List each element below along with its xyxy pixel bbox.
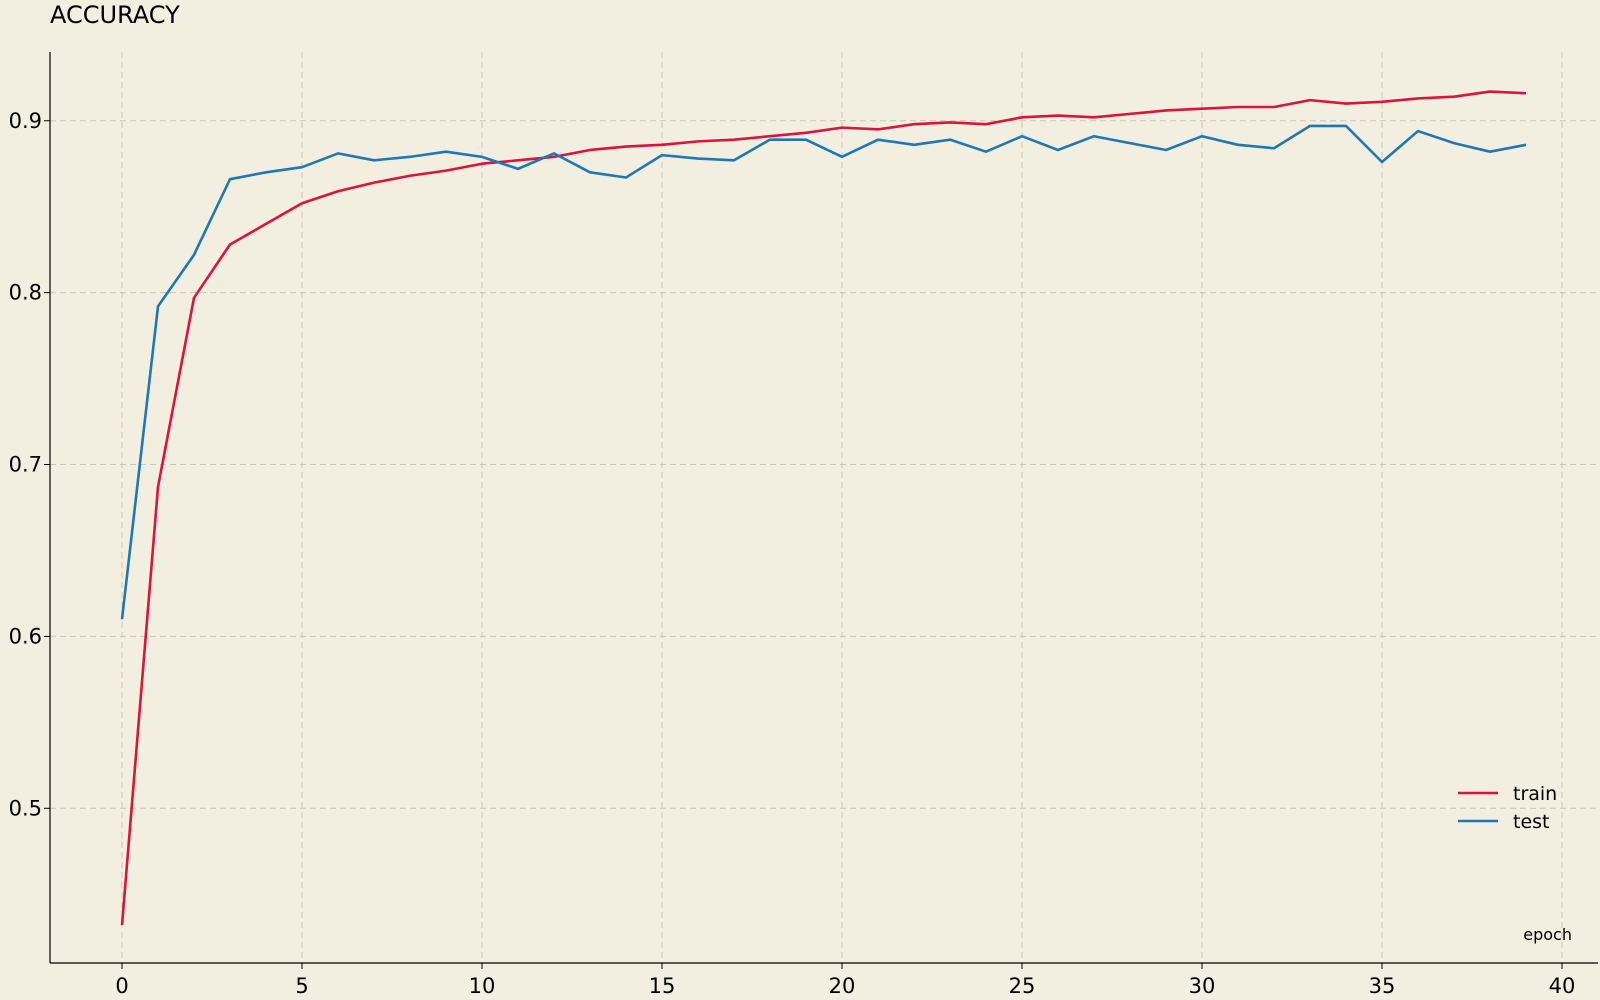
legend-label-test: test [1513,811,1550,833]
grid [50,52,1598,963]
chart-title: ACCURACY [50,1,180,29]
series-line-test [120,124,1527,620]
x-tick-label: 20 [829,974,856,998]
x-tick-label: 30 [1189,974,1216,998]
y-tick-label: 0.5 [9,796,42,820]
x-axis-label: epoch [1523,925,1572,944]
x-tick-label: 10 [469,974,496,998]
x-tick-label: 40 [1549,974,1576,998]
x-tick-label: 0 [115,974,128,998]
y-tick-label: 0.7 [9,453,42,477]
x-tick-label: 15 [649,974,676,998]
legend-label-train: train [1513,783,1557,805]
x-tick-label: 25 [1009,974,1036,998]
axes: 0 5 10 15 20 25 30 35 40 0.5 0.6 0.7 0.8 0.9 [9,52,1598,998]
y-tick-label: 0.6 [9,624,42,648]
y-tick-label: 0.8 [9,281,42,305]
y-tick-label: 0.9 [9,109,42,133]
series-line-train [120,90,1527,926]
series-lines [120,90,1527,926]
legend: train test [1458,783,1557,833]
x-tick-label: 35 [1369,974,1396,998]
x-tick-label: 5 [295,974,308,998]
